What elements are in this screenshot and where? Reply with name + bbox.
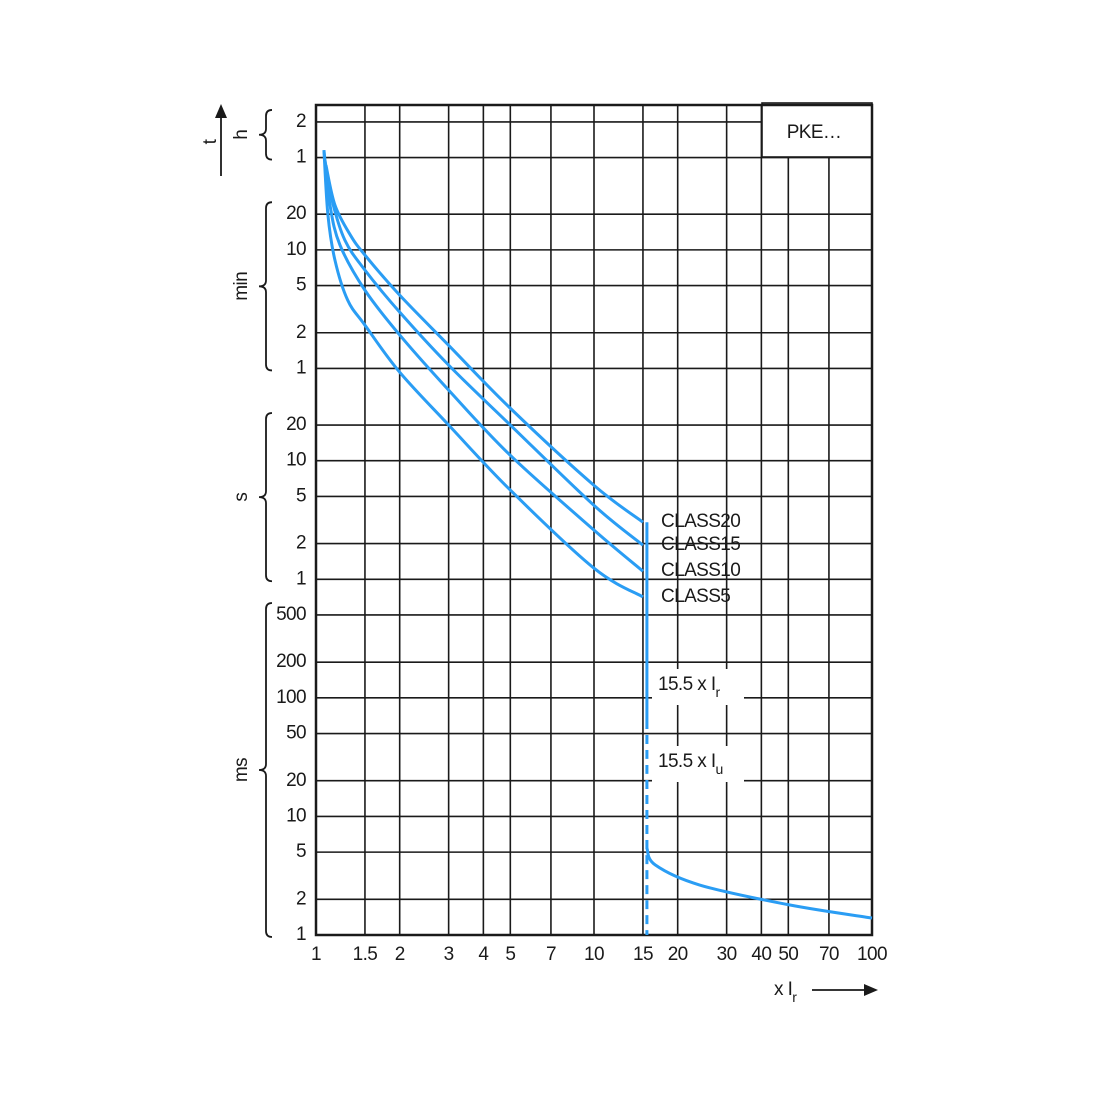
y-tick-label: 200 — [276, 651, 306, 672]
annotation-main: 15.5 x I — [658, 751, 716, 772]
series-label: CLASS20 — [661, 511, 740, 532]
y-tick-label: 10 — [286, 450, 306, 471]
y-axis-label: t — [200, 138, 221, 144]
x-tick-label: 30 — [717, 944, 737, 965]
series-label: CLASS15 — [661, 534, 740, 555]
x-axis-label-sub: r — [792, 989, 797, 1005]
legend-box — [761, 102, 873, 158]
x-tick-label: 3 — [444, 944, 454, 965]
annotation-main: 15.5 x I — [658, 674, 716, 695]
annotation-sub: u — [716, 761, 723, 777]
y-tick-label: 20 — [286, 203, 306, 224]
annotation-bg — [652, 669, 744, 705]
y-tick-label: 2 — [296, 111, 306, 132]
annotation-bg — [652, 746, 744, 782]
x-tick-label: 5 — [505, 944, 515, 965]
curve — [322, 150, 644, 599]
annotation: 15.5 x Iu — [658, 751, 723, 777]
x-tick-label: 1 — [311, 944, 321, 965]
unit-brace — [258, 412, 273, 583]
y-tick-label: 10 — [286, 239, 306, 260]
y-tick-label: 20 — [286, 414, 306, 435]
y-tick-label: 50 — [286, 723, 306, 744]
x-tick-label: 40 — [751, 944, 771, 965]
x-axis-label-main: x I — [774, 979, 792, 1000]
annotation-sub: r — [716, 684, 721, 700]
x-tick-label: 100 — [857, 944, 887, 965]
series-label: CLASS10 — [661, 560, 740, 581]
y-tick-label: 2 — [296, 533, 306, 554]
y-tick-label: 100 — [276, 687, 306, 708]
y-tick-label: 5 — [296, 485, 306, 506]
y-tick-label: 1 — [296, 357, 306, 378]
y-axis-arrowhead — [215, 104, 227, 118]
y-tick-label: 2 — [296, 888, 306, 909]
x-tick-label: 1.5 — [353, 944, 378, 965]
x-tick-label: 7 — [546, 944, 556, 965]
y-tick-label: 5 — [296, 841, 306, 862]
unit-brace — [258, 602, 273, 938]
annotation: 15.5 x Ir — [658, 674, 721, 700]
x-tick-label: 10 — [584, 944, 604, 965]
x-tick-label: 4 — [478, 944, 489, 965]
x-axis-arrowhead — [864, 984, 878, 996]
x-tick-label: 50 — [778, 944, 798, 965]
curve — [322, 150, 644, 573]
y-tick-label: 10 — [286, 805, 306, 826]
plot-frame — [314, 103, 874, 937]
legend-box-label: PKE… — [787, 122, 842, 143]
curve — [323, 159, 644, 547]
y-tick-label: 1 — [296, 568, 306, 589]
y-tick-label: 1 — [296, 147, 306, 168]
y-tick-label: 5 — [296, 275, 306, 296]
unit-label: min — [231, 272, 252, 301]
x-tick-label: 15 — [633, 944, 653, 965]
series-label: CLASS5 — [661, 586, 730, 607]
x-axis-label: x Ir — [774, 979, 797, 1005]
unit-brace — [258, 201, 273, 372]
unit-label: ms — [231, 758, 252, 782]
y-tick-label: 2 — [296, 322, 306, 343]
curve — [324, 164, 644, 524]
y-tick-label: 500 — [276, 604, 306, 625]
unit-label: h — [231, 130, 252, 140]
x-tick-label: 70 — [819, 944, 839, 965]
x-tick-label: 2 — [395, 944, 405, 965]
x-tick-label: 20 — [668, 944, 688, 965]
unit-label: s — [231, 493, 252, 502]
curve — [645, 847, 873, 920]
unit-brace — [258, 109, 273, 161]
y-tick-label: 20 — [286, 770, 306, 791]
y-tick-label: 1 — [296, 924, 306, 945]
